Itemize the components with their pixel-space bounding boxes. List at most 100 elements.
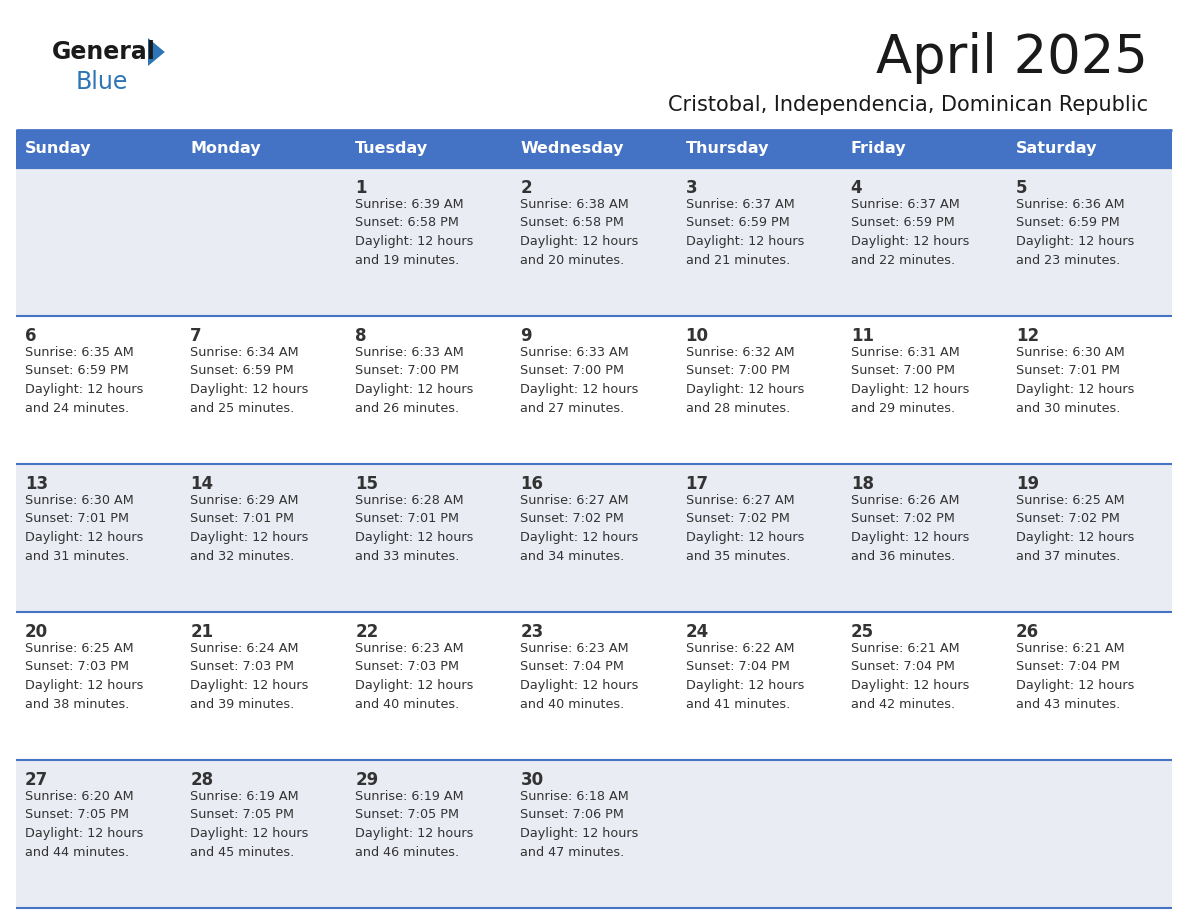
Bar bbox=[181, 130, 346, 168]
Bar bbox=[346, 316, 511, 464]
Bar bbox=[1007, 464, 1173, 612]
Text: 27: 27 bbox=[25, 771, 49, 789]
Text: Cristobal, Independencia, Dominican Republic: Cristobal, Independencia, Dominican Repu… bbox=[668, 95, 1148, 115]
Bar bbox=[677, 168, 842, 316]
Text: Monday: Monday bbox=[190, 141, 261, 156]
Bar bbox=[677, 612, 842, 760]
Bar bbox=[677, 464, 842, 612]
Bar bbox=[511, 760, 677, 908]
Text: General: General bbox=[52, 40, 156, 64]
Bar bbox=[346, 612, 511, 760]
Text: 23: 23 bbox=[520, 623, 544, 641]
Text: 5: 5 bbox=[1016, 179, 1028, 197]
Text: Sunrise: 6:18 AM
Sunset: 7:06 PM
Daylight: 12 hours
and 47 minutes.: Sunrise: 6:18 AM Sunset: 7:06 PM Dayligh… bbox=[520, 790, 639, 858]
Text: 28: 28 bbox=[190, 771, 214, 789]
Bar bbox=[346, 464, 511, 612]
Text: Sunrise: 6:20 AM
Sunset: 7:05 PM
Daylight: 12 hours
and 44 minutes.: Sunrise: 6:20 AM Sunset: 7:05 PM Dayligh… bbox=[25, 790, 144, 858]
Text: 26: 26 bbox=[1016, 623, 1040, 641]
Text: Thursday: Thursday bbox=[685, 141, 769, 156]
Text: Sunrise: 6:31 AM
Sunset: 7:00 PM
Daylight: 12 hours
and 29 minutes.: Sunrise: 6:31 AM Sunset: 7:00 PM Dayligh… bbox=[851, 346, 969, 415]
Text: 10: 10 bbox=[685, 327, 708, 345]
Bar bbox=[15, 612, 181, 760]
Text: Sunrise: 6:30 AM
Sunset: 7:01 PM
Daylight: 12 hours
and 31 minutes.: Sunrise: 6:30 AM Sunset: 7:01 PM Dayligh… bbox=[25, 494, 144, 563]
Polygon shape bbox=[148, 38, 165, 66]
Bar bbox=[15, 316, 181, 464]
Text: 8: 8 bbox=[355, 327, 367, 345]
Bar bbox=[677, 130, 842, 168]
Text: Sunrise: 6:21 AM
Sunset: 7:04 PM
Daylight: 12 hours
and 42 minutes.: Sunrise: 6:21 AM Sunset: 7:04 PM Dayligh… bbox=[851, 642, 969, 711]
Text: 2: 2 bbox=[520, 179, 532, 197]
Text: Sunrise: 6:34 AM
Sunset: 6:59 PM
Daylight: 12 hours
and 25 minutes.: Sunrise: 6:34 AM Sunset: 6:59 PM Dayligh… bbox=[190, 346, 309, 415]
Bar bbox=[181, 316, 346, 464]
Bar bbox=[511, 130, 677, 168]
Text: Sunrise: 6:27 AM
Sunset: 7:02 PM
Daylight: 12 hours
and 34 minutes.: Sunrise: 6:27 AM Sunset: 7:02 PM Dayligh… bbox=[520, 494, 639, 563]
Bar bbox=[15, 130, 181, 168]
Text: 20: 20 bbox=[25, 623, 49, 641]
Text: 4: 4 bbox=[851, 179, 862, 197]
Text: 1: 1 bbox=[355, 179, 367, 197]
Text: 13: 13 bbox=[25, 475, 49, 493]
Bar bbox=[15, 464, 181, 612]
Text: 19: 19 bbox=[1016, 475, 1040, 493]
Text: Saturday: Saturday bbox=[1016, 141, 1098, 156]
Text: Sunrise: 6:35 AM
Sunset: 6:59 PM
Daylight: 12 hours
and 24 minutes.: Sunrise: 6:35 AM Sunset: 6:59 PM Dayligh… bbox=[25, 346, 144, 415]
Text: Wednesday: Wednesday bbox=[520, 141, 624, 156]
Text: Sunrise: 6:25 AM
Sunset: 7:03 PM
Daylight: 12 hours
and 38 minutes.: Sunrise: 6:25 AM Sunset: 7:03 PM Dayligh… bbox=[25, 642, 144, 711]
Text: Sunrise: 6:32 AM
Sunset: 7:00 PM
Daylight: 12 hours
and 28 minutes.: Sunrise: 6:32 AM Sunset: 7:00 PM Dayligh… bbox=[685, 346, 804, 415]
Bar bbox=[15, 760, 181, 908]
Bar bbox=[677, 760, 842, 908]
Text: Friday: Friday bbox=[851, 141, 906, 156]
Text: Blue: Blue bbox=[76, 70, 128, 94]
Text: 15: 15 bbox=[355, 475, 378, 493]
Text: April 2025: April 2025 bbox=[876, 32, 1148, 84]
Bar bbox=[511, 316, 677, 464]
Bar bbox=[842, 760, 1007, 908]
Text: Sunrise: 6:33 AM
Sunset: 7:00 PM
Daylight: 12 hours
and 26 minutes.: Sunrise: 6:33 AM Sunset: 7:00 PM Dayligh… bbox=[355, 346, 474, 415]
Text: Sunrise: 6:22 AM
Sunset: 7:04 PM
Daylight: 12 hours
and 41 minutes.: Sunrise: 6:22 AM Sunset: 7:04 PM Dayligh… bbox=[685, 642, 804, 711]
Text: Sunrise: 6:24 AM
Sunset: 7:03 PM
Daylight: 12 hours
and 39 minutes.: Sunrise: 6:24 AM Sunset: 7:03 PM Dayligh… bbox=[190, 642, 309, 711]
Bar bbox=[181, 168, 346, 316]
Text: Tuesday: Tuesday bbox=[355, 141, 429, 156]
Bar bbox=[1007, 130, 1173, 168]
Text: Sunrise: 6:23 AM
Sunset: 7:04 PM
Daylight: 12 hours
and 40 minutes.: Sunrise: 6:23 AM Sunset: 7:04 PM Dayligh… bbox=[520, 642, 639, 711]
Bar bbox=[1007, 168, 1173, 316]
Text: 16: 16 bbox=[520, 475, 543, 493]
Text: 6: 6 bbox=[25, 327, 37, 345]
Text: 21: 21 bbox=[190, 623, 214, 641]
Text: Sunday: Sunday bbox=[25, 141, 91, 156]
Text: Sunrise: 6:29 AM
Sunset: 7:01 PM
Daylight: 12 hours
and 32 minutes.: Sunrise: 6:29 AM Sunset: 7:01 PM Dayligh… bbox=[190, 494, 309, 563]
Text: 14: 14 bbox=[190, 475, 214, 493]
Text: Sunrise: 6:30 AM
Sunset: 7:01 PM
Daylight: 12 hours
and 30 minutes.: Sunrise: 6:30 AM Sunset: 7:01 PM Dayligh… bbox=[1016, 346, 1135, 415]
Bar bbox=[346, 130, 511, 168]
Text: Sunrise: 6:37 AM
Sunset: 6:59 PM
Daylight: 12 hours
and 22 minutes.: Sunrise: 6:37 AM Sunset: 6:59 PM Dayligh… bbox=[851, 198, 969, 266]
Text: 18: 18 bbox=[851, 475, 873, 493]
Text: 29: 29 bbox=[355, 771, 379, 789]
Bar bbox=[511, 168, 677, 316]
Text: Sunrise: 6:26 AM
Sunset: 7:02 PM
Daylight: 12 hours
and 36 minutes.: Sunrise: 6:26 AM Sunset: 7:02 PM Dayligh… bbox=[851, 494, 969, 563]
Text: Sunrise: 6:33 AM
Sunset: 7:00 PM
Daylight: 12 hours
and 27 minutes.: Sunrise: 6:33 AM Sunset: 7:00 PM Dayligh… bbox=[520, 346, 639, 415]
Text: Sunrise: 6:39 AM
Sunset: 6:58 PM
Daylight: 12 hours
and 19 minutes.: Sunrise: 6:39 AM Sunset: 6:58 PM Dayligh… bbox=[355, 198, 474, 266]
Text: 7: 7 bbox=[190, 327, 202, 345]
Bar bbox=[842, 612, 1007, 760]
Bar bbox=[1007, 760, 1173, 908]
Bar bbox=[842, 130, 1007, 168]
Text: 12: 12 bbox=[1016, 327, 1040, 345]
Bar bbox=[346, 760, 511, 908]
Text: Sunrise: 6:19 AM
Sunset: 7:05 PM
Daylight: 12 hours
and 46 minutes.: Sunrise: 6:19 AM Sunset: 7:05 PM Dayligh… bbox=[355, 790, 474, 858]
Bar bbox=[842, 316, 1007, 464]
Bar bbox=[346, 168, 511, 316]
Bar bbox=[677, 316, 842, 464]
Text: 22: 22 bbox=[355, 623, 379, 641]
Text: 17: 17 bbox=[685, 475, 709, 493]
Text: 11: 11 bbox=[851, 327, 873, 345]
Text: 25: 25 bbox=[851, 623, 874, 641]
Bar bbox=[511, 464, 677, 612]
Bar bbox=[1007, 612, 1173, 760]
Text: Sunrise: 6:27 AM
Sunset: 7:02 PM
Daylight: 12 hours
and 35 minutes.: Sunrise: 6:27 AM Sunset: 7:02 PM Dayligh… bbox=[685, 494, 804, 563]
Bar bbox=[511, 612, 677, 760]
Text: 9: 9 bbox=[520, 327, 532, 345]
Text: Sunrise: 6:38 AM
Sunset: 6:58 PM
Daylight: 12 hours
and 20 minutes.: Sunrise: 6:38 AM Sunset: 6:58 PM Dayligh… bbox=[520, 198, 639, 266]
Bar bbox=[181, 464, 346, 612]
Bar bbox=[842, 464, 1007, 612]
Text: Sunrise: 6:19 AM
Sunset: 7:05 PM
Daylight: 12 hours
and 45 minutes.: Sunrise: 6:19 AM Sunset: 7:05 PM Dayligh… bbox=[190, 790, 309, 858]
